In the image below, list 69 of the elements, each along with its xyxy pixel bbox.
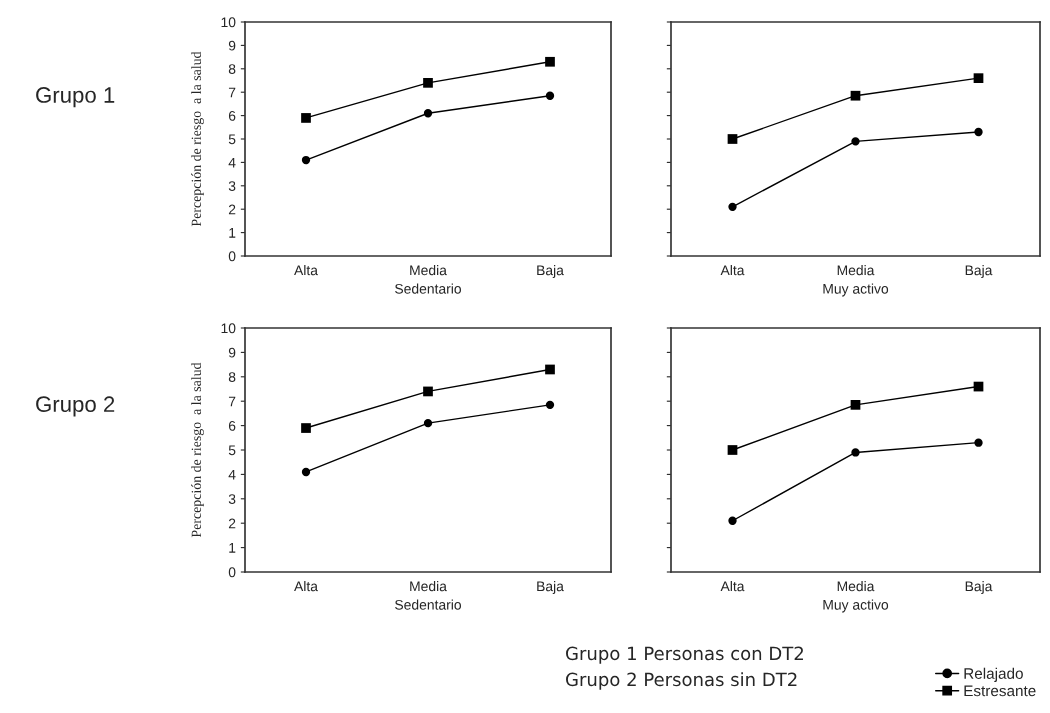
x-tick-label: Alta <box>720 581 745 592</box>
legend-label: Relajado <box>964 667 1023 682</box>
point <box>545 400 555 410</box>
point <box>423 386 433 397</box>
x-tick-label: Baja <box>965 265 993 278</box>
y-tick-label: 2 <box>228 518 236 529</box>
point <box>850 90 861 101</box>
x-tick-label: Baja <box>537 265 564 278</box>
x-tick-label: Alta <box>720 265 745 276</box>
x-axis-title: Sedentario <box>395 599 462 610</box>
y-tick-label: 10 <box>221 17 236 28</box>
point <box>545 56 555 67</box>
y-tick-label: 1 <box>229 543 236 553</box>
x-tick-label: Media <box>837 265 875 276</box>
point <box>301 155 311 165</box>
point <box>850 400 861 410</box>
point <box>973 73 984 84</box>
y-tick-label: 5 <box>228 134 236 145</box>
x-axis-title: Sedentario <box>395 283 462 294</box>
y-tick-label: 7 <box>228 87 236 98</box>
y-tick-label: 4 <box>228 157 236 168</box>
point <box>423 109 433 118</box>
x-tick-label: Alta <box>294 581 318 592</box>
y-tick-label: 1 <box>229 228 236 238</box>
x-tick-label: Baja <box>965 581 993 594</box>
y-axis-title: Percepción de riesgo a la salud <box>191 51 204 227</box>
y-tick-label: 8 <box>228 372 236 382</box>
y-tick-label: 3 <box>228 181 236 191</box>
y-tick-label: 10 <box>221 323 236 334</box>
text: Grupo 2 Personas sin DT2 <box>566 672 797 690</box>
point <box>545 91 555 100</box>
y-tick-label: 4 <box>228 469 236 480</box>
y-axis-title: Percepción de riesgo a la salud <box>191 362 204 538</box>
y-tick-label: 3 <box>228 494 236 504</box>
y-tick-label: 9 <box>228 347 236 358</box>
y-tick-label: 0 <box>228 251 236 262</box>
x-axis-title: Muy activo <box>823 599 889 613</box>
x-tick-label: Alta <box>294 265 318 276</box>
x-tick-label: Media <box>410 581 447 592</box>
point <box>974 127 983 137</box>
text: Grupo 1 Personas con DT2 <box>566 646 803 664</box>
y-tick-label: 6 <box>228 110 236 121</box>
y-tick-label: 8 <box>228 64 236 74</box>
text: Grupo 1 <box>36 87 115 108</box>
point <box>301 467 311 477</box>
point <box>301 113 311 123</box>
x-tick-label: Media <box>837 581 875 592</box>
point <box>423 77 433 88</box>
text: Grupo 2 <box>36 396 115 417</box>
point <box>545 364 555 375</box>
y-tick-label: 2 <box>228 204 236 215</box>
x-axis-title: Muy activo <box>823 283 889 297</box>
point <box>728 202 737 212</box>
x-tick-label: Baja <box>537 581 564 594</box>
y-tick-label: 9 <box>228 40 236 51</box>
y-tick-label: 5 <box>228 445 236 456</box>
point <box>727 445 738 455</box>
point <box>301 423 311 433</box>
point <box>974 438 983 447</box>
y-tick-label: 6 <box>228 420 236 431</box>
legend-label: Estresante <box>964 685 1036 697</box>
point <box>851 448 860 457</box>
point <box>727 134 738 144</box>
x-tick-label: Media <box>410 265 447 276</box>
point <box>728 516 737 525</box>
y-tick-label: 7 <box>228 396 236 407</box>
point <box>423 418 433 428</box>
y-tick-label: 0 <box>228 567 236 578</box>
point <box>851 137 860 146</box>
